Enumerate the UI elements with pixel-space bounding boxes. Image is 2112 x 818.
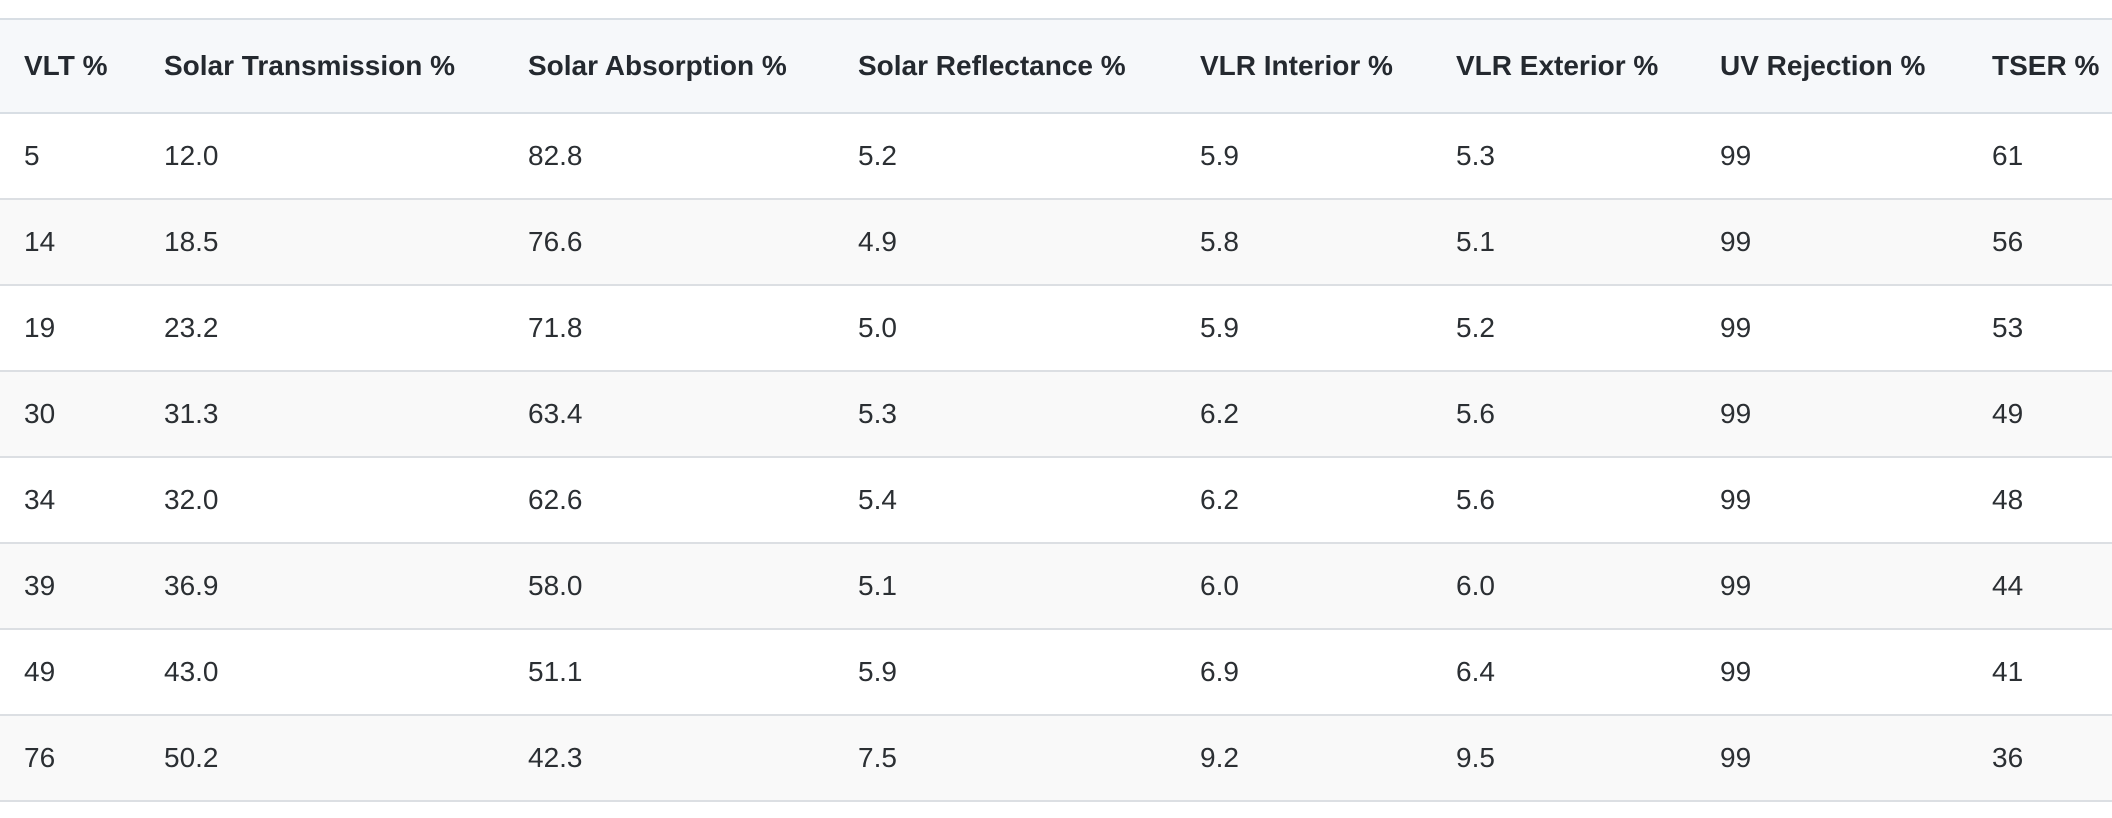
cell-vlr-interior: 5.9	[1176, 285, 1432, 372]
table-body: 5 12.0 82.8 5.2 5.9 5.3 99 61 14 18.5 76…	[0, 113, 2112, 802]
cell-vlr-exterior: 6.4	[1432, 629, 1696, 716]
cell-tser: 36	[1968, 715, 2112, 802]
header-vlt: VLT %	[0, 18, 140, 114]
cell-tser: 41	[1968, 629, 2112, 716]
cell-solar-transmission: 31.3	[140, 371, 504, 458]
cell-uv-rejection: 99	[1696, 715, 1968, 802]
cell-vlr-exterior: 6.0	[1432, 543, 1696, 630]
table-row: 14 18.5 76.6 4.9 5.8 5.1 99 56	[0, 199, 2112, 286]
cell-tser: 44	[1968, 543, 2112, 630]
cell-vlr-interior: 6.0	[1176, 543, 1432, 630]
film-specs-table: VLT % Solar Transmission % Solar Absorpt…	[0, 18, 2112, 802]
cell-vlr-interior: 5.9	[1176, 113, 1432, 200]
cell-solar-absorption: 63.4	[504, 371, 834, 458]
cell-solar-absorption: 82.8	[504, 113, 834, 200]
cell-solar-transmission: 12.0	[140, 113, 504, 200]
cell-vlr-interior: 6.9	[1176, 629, 1432, 716]
cell-uv-rejection: 99	[1696, 199, 1968, 286]
cell-uv-rejection: 99	[1696, 285, 1968, 372]
header-vlr-exterior: VLR Exterior %	[1432, 18, 1696, 114]
header-tser: TSER %	[1968, 18, 2112, 114]
cell-vlt: 30	[0, 371, 140, 458]
cell-vlt: 76	[0, 715, 140, 802]
table-row: 19 23.2 71.8 5.0 5.9 5.2 99 53	[0, 285, 2112, 372]
cell-solar-transmission: 23.2	[140, 285, 504, 372]
cell-solar-transmission: 36.9	[140, 543, 504, 630]
cell-solar-reflectance: 4.9	[834, 199, 1176, 286]
cell-vlt: 14	[0, 199, 140, 286]
table-row: 76 50.2 42.3 7.5 9.2 9.5 99 36	[0, 715, 2112, 802]
header-vlr-interior: VLR Interior %	[1176, 18, 1432, 114]
cell-vlt: 49	[0, 629, 140, 716]
header-uv-rejection: UV Rejection %	[1696, 18, 1968, 114]
cell-solar-absorption: 71.8	[504, 285, 834, 372]
cell-solar-reflectance: 5.2	[834, 113, 1176, 200]
table-row: 5 12.0 82.8 5.2 5.9 5.3 99 61	[0, 113, 2112, 200]
cell-solar-transmission: 32.0	[140, 457, 504, 544]
cell-vlr-interior: 6.2	[1176, 371, 1432, 458]
cell-solar-transmission: 50.2	[140, 715, 504, 802]
cell-vlr-interior: 9.2	[1176, 715, 1432, 802]
header-solar-reflectance: Solar Reflectance %	[834, 18, 1176, 114]
cell-tser: 48	[1968, 457, 2112, 544]
cell-solar-absorption: 42.3	[504, 715, 834, 802]
cell-vlr-exterior: 5.1	[1432, 199, 1696, 286]
header-solar-absorption: Solar Absorption %	[504, 18, 834, 114]
cell-solar-transmission: 43.0	[140, 629, 504, 716]
cell-vlr-interior: 5.8	[1176, 199, 1432, 286]
table-header: VLT % Solar Transmission % Solar Absorpt…	[0, 18, 2112, 114]
cell-solar-reflectance: 5.9	[834, 629, 1176, 716]
table-row: 34 32.0 62.6 5.4 6.2 5.6 99 48	[0, 457, 2112, 544]
cell-vlt: 5	[0, 113, 140, 200]
cell-solar-absorption: 58.0	[504, 543, 834, 630]
cell-vlr-interior: 6.2	[1176, 457, 1432, 544]
header-solar-transmission: Solar Transmission %	[140, 18, 504, 114]
cell-vlr-exterior: 5.2	[1432, 285, 1696, 372]
table-row: 30 31.3 63.4 5.3 6.2 5.6 99 49	[0, 371, 2112, 458]
cell-solar-reflectance: 7.5	[834, 715, 1176, 802]
cell-vlr-exterior: 5.6	[1432, 457, 1696, 544]
cell-vlr-exterior: 5.6	[1432, 371, 1696, 458]
cell-solar-reflectance: 5.4	[834, 457, 1176, 544]
cell-solar-absorption: 76.6	[504, 199, 834, 286]
cell-vlt: 39	[0, 543, 140, 630]
cell-tser: 56	[1968, 199, 2112, 286]
cell-tser: 61	[1968, 113, 2112, 200]
cell-uv-rejection: 99	[1696, 113, 1968, 200]
cell-uv-rejection: 99	[1696, 457, 1968, 544]
table-row: 49 43.0 51.1 5.9 6.9 6.4 99 41	[0, 629, 2112, 716]
cell-tser: 53	[1968, 285, 2112, 372]
cell-solar-absorption: 62.6	[504, 457, 834, 544]
cell-uv-rejection: 99	[1696, 629, 1968, 716]
header-row: VLT % Solar Transmission % Solar Absorpt…	[0, 18, 2112, 114]
cell-vlr-exterior: 5.3	[1432, 113, 1696, 200]
cell-uv-rejection: 99	[1696, 543, 1968, 630]
cell-solar-reflectance: 5.0	[834, 285, 1176, 372]
cell-solar-transmission: 18.5	[140, 199, 504, 286]
cell-solar-reflectance: 5.3	[834, 371, 1176, 458]
cell-tser: 49	[1968, 371, 2112, 458]
cell-vlt: 34	[0, 457, 140, 544]
cell-vlt: 19	[0, 285, 140, 372]
table-row: 39 36.9 58.0 5.1 6.0 6.0 99 44	[0, 543, 2112, 630]
cell-solar-reflectance: 5.1	[834, 543, 1176, 630]
cell-uv-rejection: 99	[1696, 371, 1968, 458]
cell-solar-absorption: 51.1	[504, 629, 834, 716]
cell-vlr-exterior: 9.5	[1432, 715, 1696, 802]
